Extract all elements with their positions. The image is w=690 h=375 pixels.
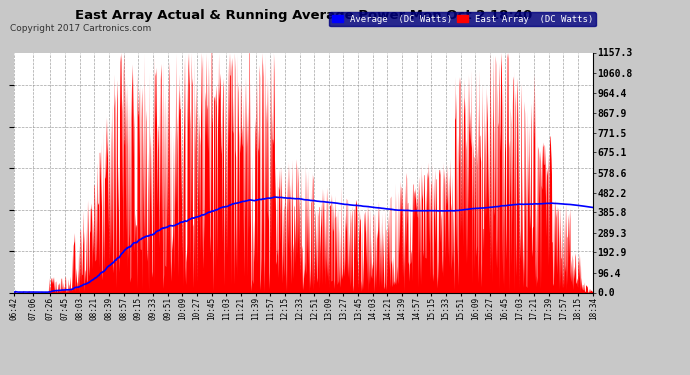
Legend: Average  (DC Watts), East Array  (DC Watts): Average (DC Watts), East Array (DC Watts… <box>329 12 595 26</box>
Text: East Array Actual & Running Average Power Mon Oct 2 18:40: East Array Actual & Running Average Powe… <box>75 9 532 22</box>
Text: Copyright 2017 Cartronics.com: Copyright 2017 Cartronics.com <box>10 24 152 33</box>
